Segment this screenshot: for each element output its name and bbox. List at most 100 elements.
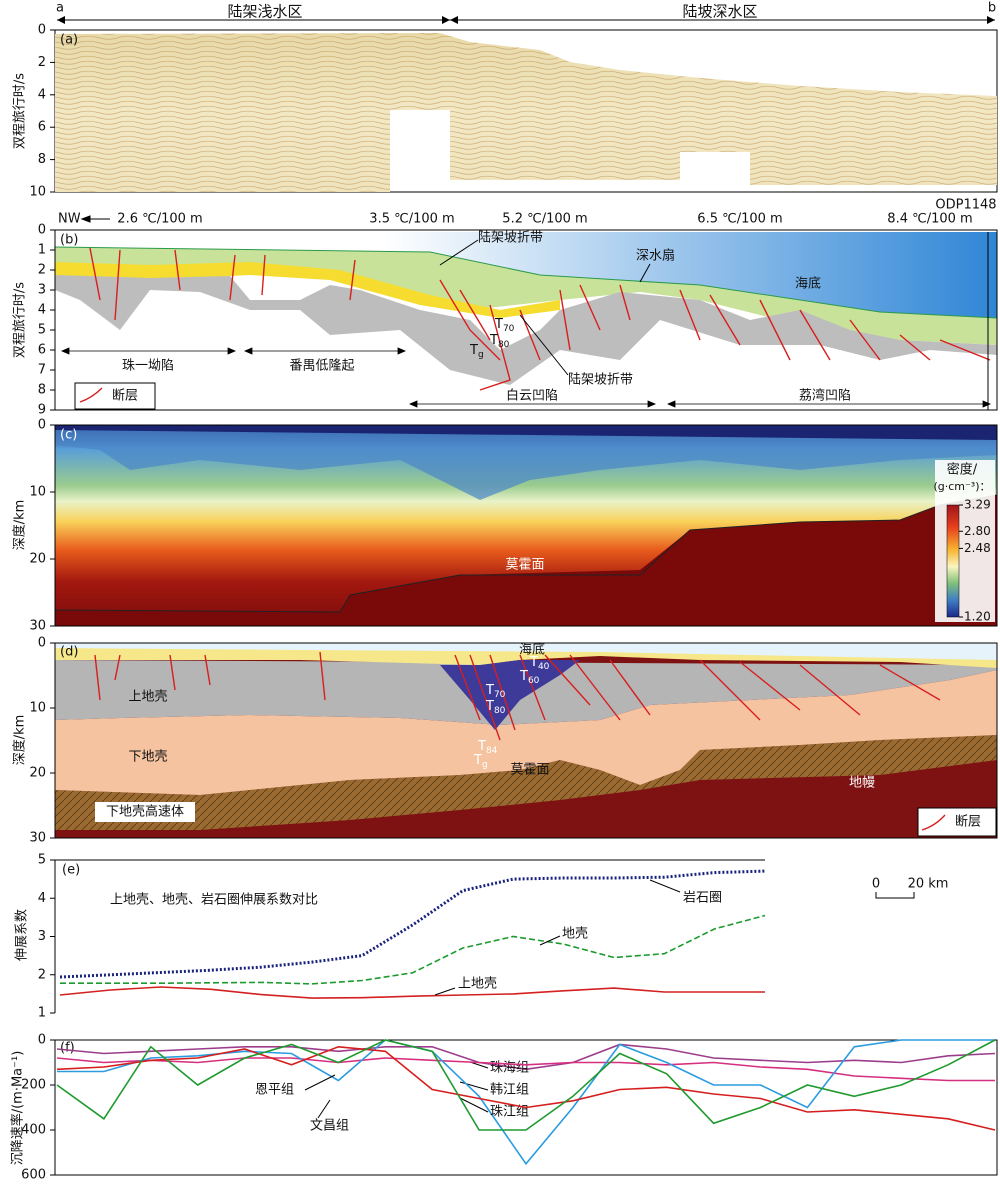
water [55,232,997,318]
gradient: 6.5 ℃/100 m [697,212,782,227]
moho [54,494,998,613]
y-axis: 0 1 2 3 4 5 6 7 8 9 [38,223,55,418]
panel-label: (a) [60,33,78,48]
y-tick-label: 4 [38,303,46,318]
series-label: 上地壳 [458,977,497,992]
y-tick-label: 5 [38,853,46,868]
y-tick-label: 10 [29,701,46,716]
legend-text: 断层 [112,389,138,404]
end-label: a [56,1,64,16]
unit: 珠一坳陷 [122,359,174,374]
panel-label: (f) [60,1041,75,1056]
panel-e: (e) 上地壳、地壳、岩石圈伸展系数对比 伸展系数 0 20 km 1 2 3 4 5 岩… [15,853,949,1021]
panel-label: (e) [62,863,80,878]
annotation: 莫霍面 [510,763,549,778]
label-leader [317,1099,331,1119]
horizon: T80 [485,699,506,716]
header: a b 陆架浅水区 陆坡深水区 [56,1,996,24]
label-leader [434,987,456,996]
scale-text: 20 km [908,877,949,892]
label-leader [459,1081,489,1091]
frame [54,642,998,839]
series-label: 文昌组 [310,1119,349,1134]
panel-d: (d) 深度/km 海底 上地壳 下地壳 下地壳高速体 莫霍面 地幔 T40T6… [12,636,998,846]
legend [74,382,156,410]
horizon: T84 [477,739,498,756]
zone: 陆架浅水区 [227,3,302,21]
y-tick-label: 4 [38,891,46,906]
lower-crust [55,670,997,795]
unit: 白云凹陷 [506,388,558,404]
y-tick-label: 0 [38,23,46,38]
panel-c: (c) 莫霍面 深度/km 密度/ (g·cm⁻³)： 0 10 20 30 3.29… [12,418,998,634]
y-label: 深度/km [12,500,28,551]
horizon-base: T [519,669,528,684]
colorbar-label: 2.48 [964,541,991,555]
series-line [59,986,765,999]
annotation: 陆架坡折带 [478,230,543,246]
series-label: 地壳 [562,927,588,942]
series-line [56,1043,996,1071]
series-label: 岩石圈 [683,891,722,906]
panel-label: (b) [60,233,78,248]
y-tick-label: 1 [38,1006,46,1021]
horizon-base: T [477,739,486,754]
y-tick-label: 8 [38,152,46,167]
series-line [56,1045,996,1131]
horizon-sub: g [482,760,488,770]
y-tick-label: 9 [38,403,46,418]
horizon-sub: 80 [498,340,510,350]
panel-label: (c) [60,428,77,443]
colorbar-label: 3.29 [964,498,991,512]
horizon-sub: 84 [486,746,498,756]
y-tick-label: 0 [38,223,46,238]
zone: 陆坡深水区 [682,3,757,21]
horizon-sub: g [478,350,484,360]
y-tick-label: 8 [38,383,46,398]
annotation: 海底 [519,642,545,658]
annotation: 下地壳高速体 [106,804,184,820]
leader [639,263,651,283]
y-tick-label: 0 [38,636,46,651]
series-line [60,914,766,985]
label-leader [539,935,561,946]
series-line [56,1039,996,1131]
y-tick-label: 4 [38,87,46,102]
series-label: 恩平组 [255,1083,294,1098]
frame [54,424,998,627]
y-label: 伸展系数 [15,909,30,961]
colorbar-label: 1.20 [964,610,991,624]
well-name: ODP1148 [935,198,996,213]
direction: NW [58,212,81,227]
colorbar-title: (g·cm⁻³)： [933,480,990,493]
annotation: 地幔 [849,776,875,791]
seafloor [54,246,998,319]
y-tick-label: 10 [29,185,46,200]
y-tick-label: 2 [38,263,46,278]
y-tick-label: 10 [29,485,46,500]
legend-text: 断层 [955,815,981,830]
legend [917,807,997,837]
y-tick-label: 7 [38,363,46,378]
annotation: 莫霍面 [505,558,544,573]
horizon-base: T [494,317,503,332]
horizon: T70 [494,317,515,334]
horizon-base: T [529,655,538,670]
basement [55,275,997,385]
horizon: T60 [519,669,540,686]
y-tick-label: 0 [38,418,46,433]
panel-label: (d) [60,645,78,660]
mantle [55,495,997,626]
panel-f: (f) 沉降速率/(m·Ma⁻¹) 0200400600珠海组韩江组珠江组恩平组… [10,1033,998,1183]
series-label: 韩江组 [490,1083,529,1098]
sediment-yellow [55,262,560,318]
y-axis: 0 2 4 6 8 10 [29,23,55,200]
y-tick-label: 6 [38,120,46,135]
annotation: 深水扇 [636,248,675,264]
annotation: 海底 [795,276,821,292]
colorbar-title: 密度/ [947,462,978,478]
leader [439,239,479,266]
unit-arrows [60,347,992,408]
horizon-sub: 70 [503,324,515,334]
